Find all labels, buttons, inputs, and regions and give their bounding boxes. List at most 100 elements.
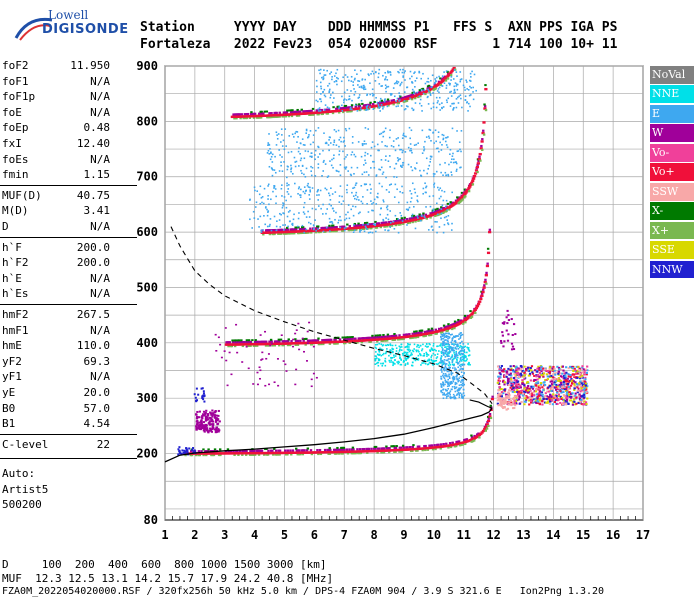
echo-point [469,80,472,82]
echo-point [451,339,454,342]
echo-point [480,294,484,297]
echo-point [441,367,443,370]
echo-point [343,448,346,451]
echo-point [455,375,458,378]
echo-point [327,85,329,87]
echo-point [467,186,471,190]
echo-point [408,126,411,129]
echo-point [453,85,456,88]
echo-point [188,447,191,450]
echo-point [546,400,550,403]
echo-point [443,344,446,346]
echo-point [285,370,288,372]
echo-point [458,196,461,199]
echo-point [402,361,405,363]
echo-point [419,169,421,172]
echo-point [395,162,398,165]
echo-point [297,150,300,153]
echo-point [393,338,397,341]
echo-point [301,453,305,456]
echo-point [386,343,389,346]
echo-point [432,106,435,108]
echo-point [264,384,267,387]
echo-point [258,193,261,196]
echo-point [445,346,447,348]
echo-point [406,348,409,351]
echo-point [333,452,337,455]
echo-point [457,366,460,369]
echo-point [417,217,419,219]
echo-point [390,145,393,147]
echo-point [569,392,572,395]
echo-point [461,374,464,377]
echo-point [545,378,548,381]
echo-point [454,390,457,393]
echo-point [400,363,403,366]
echo-point [312,345,315,348]
echo-point [343,101,345,104]
echo-point [352,187,354,190]
echo-point [384,352,387,355]
echo-point [441,337,443,340]
echo-point [397,81,400,83]
echo-point [459,345,462,347]
echo-point [296,225,299,228]
echo-point [377,192,379,195]
echo-point [458,360,461,363]
echo-point [392,87,395,89]
echo-point [385,155,387,157]
echo-point [237,339,241,342]
echo-point [397,105,399,107]
echo-point [445,348,448,350]
echo-point [322,230,325,233]
echo-point [209,450,212,453]
y-tick-label: 200 [136,447,158,461]
echo-point [536,367,539,370]
echo-point [386,348,388,350]
echo-point [332,166,334,169]
echo-point [384,344,387,347]
echo-point [562,394,566,397]
echo-point [403,108,406,111]
echo-point [418,445,421,448]
echo-point [411,349,414,352]
echo-point [343,140,346,142]
echo-point [273,185,276,188]
echo-point [358,452,361,455]
echo-point [364,159,366,162]
echo-point [449,91,451,93]
echo-point [409,97,411,100]
echo-point [445,136,447,139]
echo-point [299,196,302,199]
echo-point [433,173,436,175]
echo-point [445,349,448,352]
echo-point [184,454,187,457]
echo-point [376,196,378,198]
echo-point [489,404,492,407]
echo-point [453,350,455,352]
echo-point [289,209,291,212]
echo-point [443,216,446,219]
echo-point [436,221,438,223]
echo-point [267,183,270,186]
echo-point [292,172,294,175]
echo-point [566,382,570,385]
echo-point [370,447,373,450]
echo-point [443,342,446,344]
echo-point [440,338,443,341]
echo-point [276,137,279,140]
echo-point [268,165,271,168]
echo-point [516,390,519,393]
echo-point [538,397,542,400]
echo-point [450,161,452,164]
echo-point [510,367,513,370]
echo-point [270,229,273,232]
echo-point [372,108,375,110]
echo-point [306,447,310,450]
echo-point [266,225,269,228]
echo-point [452,66,456,70]
echo-point [428,90,431,94]
echo-point [463,359,465,362]
echo-point [459,336,462,338]
echo-point [551,403,554,406]
